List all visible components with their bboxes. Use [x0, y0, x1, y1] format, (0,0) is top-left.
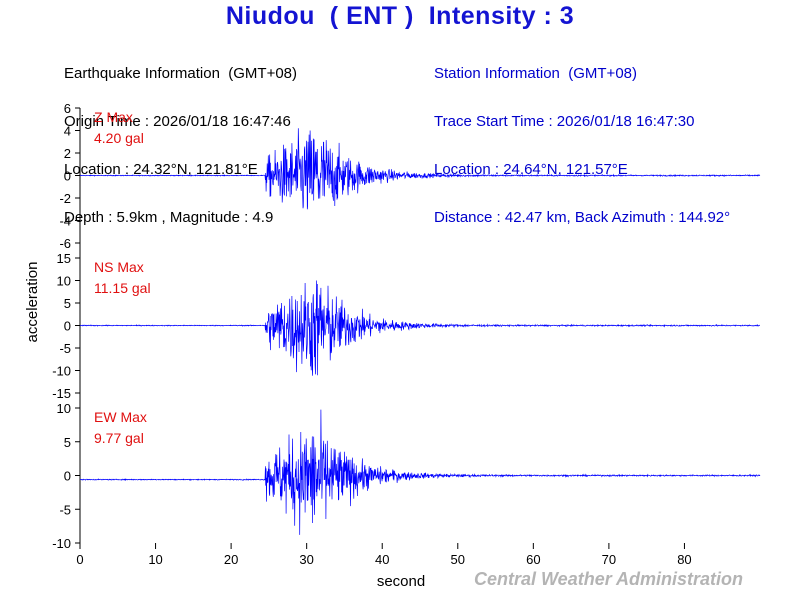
- x-tick-label: 70: [602, 552, 616, 567]
- waveform-ns: [79, 280, 760, 376]
- station-location: Location : 24.64°N, 121.57°E: [434, 161, 628, 178]
- y-tick-label-ns: 0: [64, 319, 71, 334]
- x-tick-label: 10: [148, 552, 162, 567]
- x-tick-label: 0: [76, 552, 83, 567]
- distance-azimuth: Distance : 42.47 km, Back Azimuth : 144.…: [434, 209, 731, 226]
- y-tick-label-z: -2: [59, 191, 71, 206]
- waveform-z: [79, 128, 761, 210]
- y-tick-label-z: -4: [59, 214, 71, 229]
- y-tick-label-ns: 10: [57, 274, 71, 289]
- y-tick-label-z: 2: [64, 146, 71, 161]
- y-tick-label-ns: -10: [52, 364, 71, 379]
- waveform-ew: [80, 409, 761, 535]
- y-tick-label-ns: 15: [57, 251, 71, 266]
- origin-time: Origin Time : 2026/01/18 16:47:46: [64, 113, 291, 130]
- y-tick-label-ns: -15: [52, 386, 71, 401]
- page-title: Niudou ( ENT ) Intensity : 3: [225, 2, 575, 30]
- earthquake-info: Earthquake Information (GMT+08) Origin T…: [64, 34, 297, 242]
- x-tick-label: 20: [224, 552, 238, 567]
- y-tick-label-z: 4: [64, 124, 71, 139]
- station-info-heading: Station Information (GMT+08): [434, 65, 637, 82]
- y-tick-label-ew: 5: [64, 435, 71, 450]
- x-tick-label: 50: [451, 552, 465, 567]
- x-axis-label: second: [377, 573, 425, 590]
- x-tick-label: 80: [677, 552, 691, 567]
- max-label-ns: NS Max: [94, 259, 144, 275]
- y-tick-label-z: -6: [59, 236, 71, 251]
- max-label-z: Z Max: [94, 109, 133, 125]
- y-tick-label-ew: 0: [64, 469, 71, 484]
- max-value-z: 4.20 gal: [94, 130, 144, 146]
- earthquake-info-heading: Earthquake Information (GMT+08): [64, 65, 298, 82]
- y-tick-label-ns: -5: [59, 341, 71, 356]
- y-tick-label-z: 0: [64, 169, 71, 184]
- y-tick-label-ew: -5: [59, 502, 71, 517]
- y-tick-label-z: 6: [64, 101, 71, 116]
- y-axis-label: acceleration: [24, 262, 41, 343]
- max-label-ew: EW Max: [94, 409, 147, 425]
- y-tick-label-ew: -10: [52, 536, 71, 551]
- x-tick-label: 30: [299, 552, 313, 567]
- y-tick-label-ns: 5: [64, 296, 71, 311]
- trace-start-time: Trace Start Time : 2026/01/18 16:47:30: [434, 113, 695, 130]
- x-tick-label: 40: [375, 552, 389, 567]
- max-value-ns: 11.15 gal: [94, 280, 151, 296]
- max-value-ew: 9.77 gal: [94, 430, 144, 446]
- agency-footer: Central Weather Administration: [474, 569, 744, 589]
- y-tick-label-ew: 10: [57, 401, 71, 416]
- x-tick-label: 60: [526, 552, 540, 567]
- epicenter-location: Location : 24.32°N, 121.81°E: [64, 161, 258, 178]
- depth-magnitude: Depth : 5.9km , Magnitude : 4.9: [64, 209, 274, 226]
- station-info: Station Information (GMT+08) Trace Start…: [434, 34, 730, 242]
